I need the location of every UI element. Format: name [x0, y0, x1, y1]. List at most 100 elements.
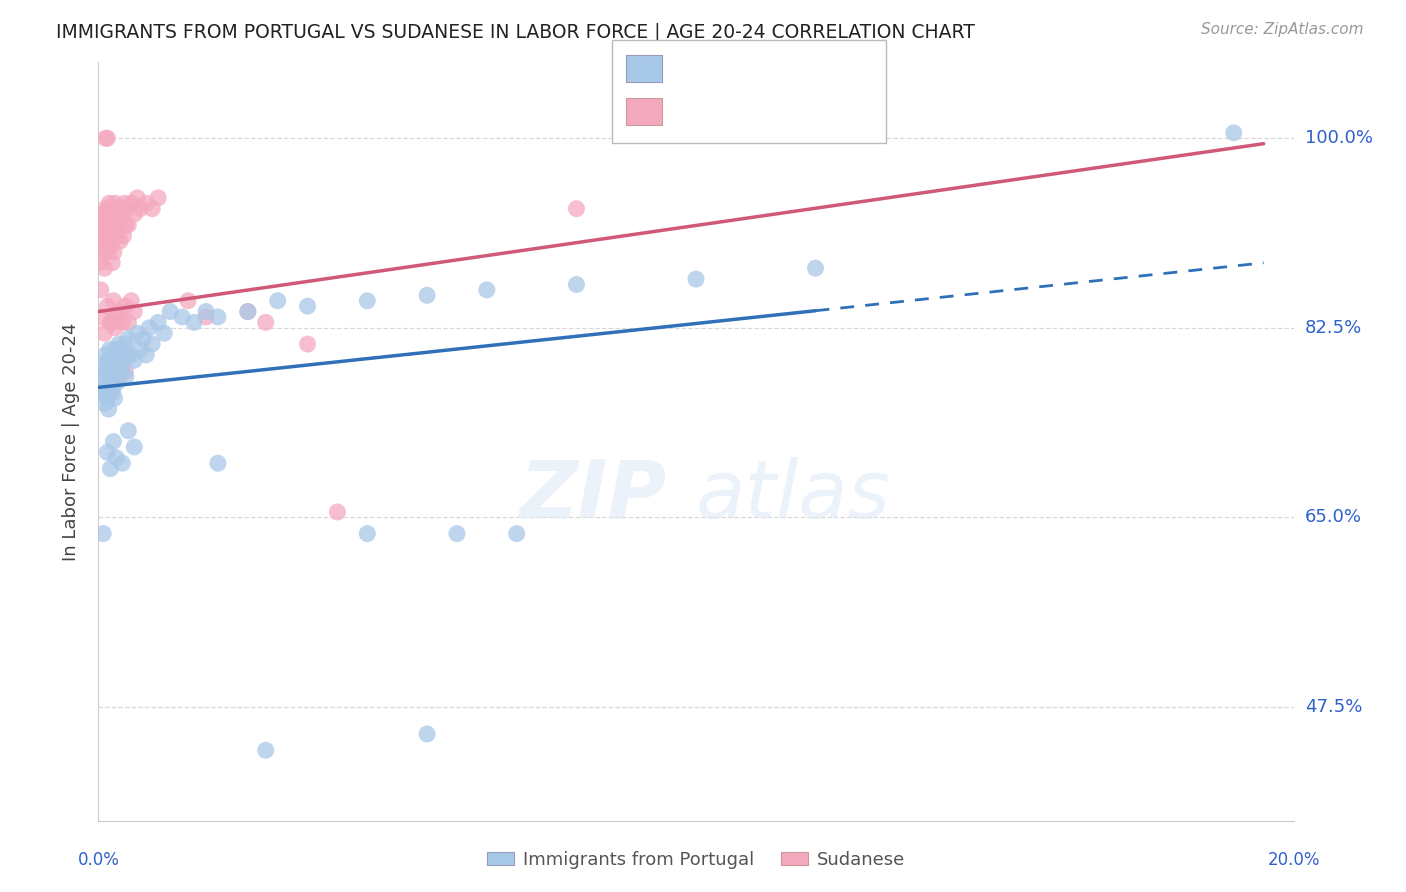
Point — [108, 304, 131, 318]
Point — [114, 337, 136, 351]
Text: 65: 65 — [789, 102, 813, 121]
Point — [195, 310, 218, 324]
Point — [117, 424, 139, 438]
Point — [129, 202, 152, 216]
Point — [159, 304, 181, 318]
Point — [91, 359, 114, 373]
Point — [207, 456, 229, 470]
Point — [111, 343, 134, 357]
Point — [120, 293, 142, 308]
Point — [96, 131, 118, 145]
Point — [104, 223, 127, 237]
Point — [98, 343, 121, 357]
Point — [93, 364, 115, 378]
Point — [195, 304, 218, 318]
Point — [111, 456, 134, 470]
Text: 100.0%: 100.0% — [1305, 129, 1372, 147]
Text: 0.272: 0.272 — [700, 102, 754, 121]
Text: 0.236: 0.236 — [700, 59, 754, 78]
Point — [124, 440, 146, 454]
Point — [94, 348, 117, 362]
Point — [254, 743, 277, 757]
Point — [91, 380, 114, 394]
Point — [112, 228, 135, 243]
Legend: Immigrants from Portugal, Sudanese: Immigrants from Portugal, Sudanese — [479, 844, 912, 876]
Point — [104, 196, 127, 211]
Point — [104, 343, 127, 357]
Point — [94, 131, 117, 145]
Point — [120, 196, 142, 211]
Point — [110, 364, 132, 378]
Point — [100, 364, 122, 378]
Point — [804, 261, 827, 276]
Point — [103, 293, 125, 308]
Point — [90, 228, 112, 243]
Point — [236, 304, 259, 318]
Text: 0.0%: 0.0% — [77, 851, 120, 869]
Point — [96, 380, 118, 394]
Point — [93, 261, 115, 276]
Point — [326, 505, 349, 519]
Point — [172, 310, 194, 324]
Point — [103, 207, 125, 221]
Point — [111, 202, 134, 216]
Point — [565, 277, 588, 292]
Point — [96, 239, 118, 253]
Point — [356, 526, 378, 541]
Point — [148, 315, 170, 329]
Point — [97, 402, 120, 417]
Point — [94, 223, 117, 237]
Point — [103, 245, 125, 260]
Point — [115, 218, 138, 232]
Point — [148, 191, 170, 205]
Point — [183, 315, 205, 329]
Point — [475, 283, 498, 297]
Point — [89, 256, 111, 270]
Point — [90, 310, 112, 324]
Point — [97, 228, 120, 243]
Point — [101, 348, 124, 362]
Point — [565, 202, 588, 216]
Point — [104, 369, 127, 384]
Point — [129, 343, 152, 357]
Point — [105, 353, 128, 368]
Point — [100, 315, 122, 329]
Point — [141, 337, 163, 351]
Point — [94, 202, 117, 216]
Text: N =: N = — [748, 102, 801, 121]
Point — [120, 348, 142, 362]
Point — [107, 337, 129, 351]
Point — [685, 272, 707, 286]
Point — [105, 207, 128, 221]
Point — [267, 293, 290, 308]
Point — [107, 202, 129, 216]
Point — [100, 212, 122, 227]
Point — [112, 353, 135, 368]
Point — [103, 218, 125, 232]
Point — [100, 359, 122, 373]
Point — [110, 212, 132, 227]
Point — [416, 727, 439, 741]
Point — [416, 288, 439, 302]
Point — [98, 315, 122, 329]
Point — [117, 218, 139, 232]
Point — [105, 310, 128, 324]
Text: IMMIGRANTS FROM PORTUGAL VS SUDANESE IN LABOR FORCE | AGE 20-24 CORRELATION CHAR: IMMIGRANTS FROM PORTUGAL VS SUDANESE IN … — [56, 22, 976, 42]
Point — [114, 364, 136, 378]
Point — [108, 359, 131, 373]
Point — [127, 191, 149, 205]
Point — [153, 326, 176, 341]
Point — [101, 256, 124, 270]
Point — [98, 369, 121, 384]
Text: 20.0%: 20.0% — [1267, 851, 1320, 869]
Point — [105, 450, 128, 465]
Point — [114, 196, 136, 211]
Point — [98, 461, 122, 475]
Point — [96, 391, 118, 405]
Point — [94, 397, 117, 411]
Y-axis label: In Labor Force | Age 20-24: In Labor Force | Age 20-24 — [62, 322, 80, 561]
Text: R =: R = — [672, 102, 713, 121]
Point — [297, 299, 319, 313]
Point — [114, 299, 136, 313]
Point — [111, 315, 134, 329]
